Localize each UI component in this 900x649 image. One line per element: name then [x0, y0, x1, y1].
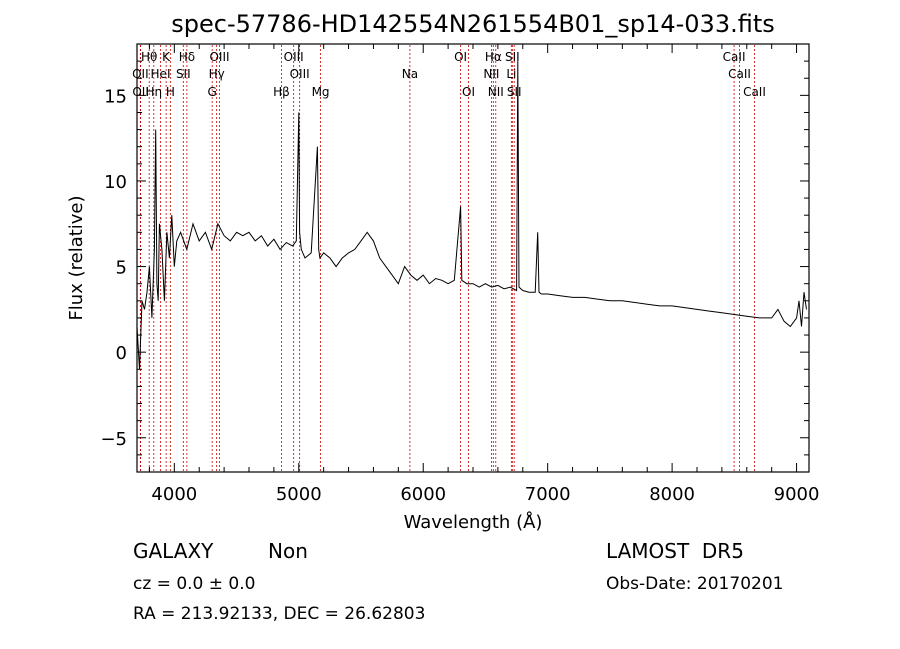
- x-axis-ticks: 4000 5000 6000 7000 8000 9000: [148, 44, 820, 505]
- obs-date-label: Obs-Date: 20170201: [606, 574, 783, 594]
- y-tick-label: 0: [116, 343, 127, 364]
- spectral-line-label: CaII: [743, 85, 766, 99]
- x-tick-label: 4000: [151, 484, 197, 505]
- survey-label: LAMOST DR5: [606, 539, 744, 563]
- spectral-line-label: HeI: [151, 67, 171, 81]
- spectral-line-label: Mg: [312, 85, 330, 99]
- spectral-line-label: Hδ: [179, 50, 195, 64]
- chart-title: spec-57786-HD142554N261554B01_sp14-033.f…: [171, 10, 775, 38]
- spectral-line-label: OIII: [284, 50, 304, 64]
- spectral-line-label: NII: [488, 85, 504, 99]
- x-axis-label: Wavelength (Å): [404, 511, 543, 533]
- coordinates-label: RA = 213.92133, DEC = 26.62803: [133, 604, 425, 624]
- plot-frame: [136, 43, 810, 473]
- subclass-label: Non: [268, 539, 308, 563]
- spectral-line-label: OII: [132, 67, 149, 81]
- spectral-line-label: CaII: [728, 67, 751, 81]
- y-tick-label: 15: [104, 86, 127, 107]
- y-tick-label: 5: [116, 258, 127, 279]
- spectral-line-label: Hγ: [209, 67, 225, 81]
- spectral-line-label: H: [166, 85, 175, 99]
- x-tick-label: 8000: [649, 484, 695, 505]
- y-axis-ticks: −5 0 5 10 15: [100, 60, 809, 456]
- spectral-line-markers: [139, 45, 755, 471]
- redshift-label: cz = 0.0 ± 0.0: [133, 574, 255, 594]
- spectral-line-label: OIII: [209, 50, 229, 64]
- spectral-line-label: Hθ: [141, 50, 157, 64]
- spectral-line-label: OI: [462, 85, 475, 99]
- spectral-line-label: Hη: [145, 85, 162, 99]
- y-tick-label: −5: [100, 429, 127, 450]
- spectral-line-label: Hα: [485, 50, 502, 64]
- x-tick-label: 7000: [525, 484, 571, 505]
- class-label: GALAXY: [133, 539, 214, 563]
- y-axis-label: Flux (relative): [66, 195, 87, 320]
- spectral-line-label: K: [162, 50, 171, 64]
- spectrum-series-line: [136, 61, 807, 370]
- spectral-line-label: Li: [506, 67, 516, 81]
- y-tick-label: 10: [104, 172, 127, 193]
- spectral-line-label: Hβ: [273, 85, 290, 99]
- spectral-line-label: OI: [454, 50, 467, 64]
- x-tick-label: 6000: [400, 484, 446, 505]
- spectral-line-label: SII: [507, 85, 522, 99]
- x-tick-label: 9000: [774, 484, 820, 505]
- spectral-line-label: SII: [176, 67, 191, 81]
- spectral-line-label: OIII: [290, 67, 310, 81]
- spectral-line-label: NII: [483, 67, 499, 81]
- spectral-line-label: SII: [505, 50, 520, 64]
- spectral-line-label: G: [208, 85, 217, 99]
- spectral-line-label: CaII: [723, 50, 746, 64]
- spectral-line-label: Na: [402, 67, 418, 81]
- x-tick-label: 5000: [276, 484, 322, 505]
